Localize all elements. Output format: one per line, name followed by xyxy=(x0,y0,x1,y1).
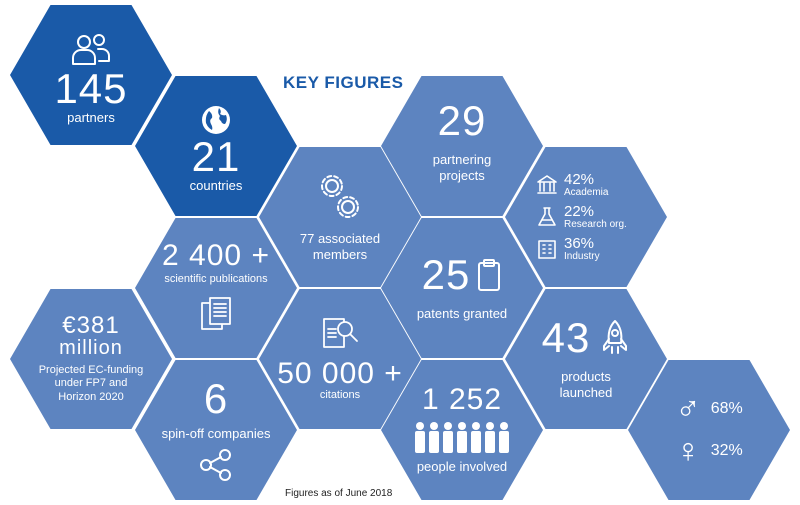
female-pct: 32% xyxy=(710,442,743,459)
male-icon: ♂ xyxy=(675,390,701,428)
footnote: Figures as of June 2018 xyxy=(285,488,393,499)
industry-label: Industry xyxy=(564,251,600,262)
documents-icon xyxy=(201,296,231,330)
partners-value: 145 xyxy=(54,64,128,112)
partners-label: partners xyxy=(67,109,115,125)
spinoff-value: 6 xyxy=(203,374,229,422)
gender-row-male: ♂ 68% xyxy=(675,392,743,426)
citations-value: 50 000 + xyxy=(277,357,403,391)
search-document-icon xyxy=(323,318,358,349)
key-figures-title: KEY FIGURES xyxy=(283,73,404,92)
people-tile: 1 252 people involved xyxy=(381,360,543,500)
countries-label: countries xyxy=(189,177,243,193)
partners-tile: 145 partners xyxy=(10,5,172,145)
funding-label-1: Projected EC-funding xyxy=(38,364,144,377)
clipboard-icon xyxy=(478,258,501,291)
funding-value-unit: million xyxy=(59,337,123,360)
funding-label-2: under FP7 and xyxy=(54,377,128,390)
flask-icon xyxy=(538,207,556,226)
building-icon xyxy=(538,240,556,259)
academia-pct: 42% xyxy=(564,171,595,188)
breakdown-row-academia: 42% Academia xyxy=(536,172,636,198)
products-tile: 43 products launched xyxy=(505,289,667,429)
breakdown-row-research: 22% Research org. xyxy=(536,204,636,230)
funding-value: €381 xyxy=(62,312,120,340)
funding-label-3: Horizon 2020 xyxy=(58,390,124,403)
male-pct: 68% xyxy=(710,400,743,417)
products-label-2: launched xyxy=(559,385,613,400)
products-value: 43 xyxy=(541,313,591,361)
university-icon xyxy=(537,175,557,194)
members-label-2: members xyxy=(312,247,368,262)
gears-icon xyxy=(321,174,359,218)
patents-value: 25 xyxy=(421,250,471,298)
industry-pct: 36% xyxy=(564,235,595,252)
funding-tile: €381 million Projected EC-funding under … xyxy=(10,289,172,429)
citations-tile: 50 000 + citations xyxy=(259,289,421,429)
gender-tile: ♂ 68% ♀ 32% xyxy=(628,360,790,500)
breakdown-row-industry: 36% Industry xyxy=(536,236,636,262)
patents-label: patents granted xyxy=(416,305,508,321)
publications-label: scientific publications xyxy=(164,273,268,286)
products-label-1: products xyxy=(561,368,611,384)
female-icon: ♀ xyxy=(675,432,701,470)
crowd-icon xyxy=(415,421,509,453)
people-icon xyxy=(72,33,110,65)
people-value: 1 252 xyxy=(421,382,503,416)
citations-label: citations xyxy=(319,389,361,402)
rocket-icon xyxy=(603,319,628,354)
spinoff-label: spin-off companies xyxy=(161,425,271,441)
research-label: Research org. xyxy=(564,219,627,230)
publications-value: 2 400 + xyxy=(162,239,270,273)
academia-label: Academia xyxy=(564,187,609,198)
gender-row-female: ♀ 32% xyxy=(675,434,743,468)
countries-value: 21 xyxy=(191,132,241,180)
share-icon xyxy=(200,449,231,482)
spinoff-tile: 6 spin-off companies xyxy=(135,360,297,500)
members-label-1: 77 associated xyxy=(299,230,381,246)
projects-label-1: partnering xyxy=(432,151,492,167)
projects-value: 29 xyxy=(437,96,487,144)
research-pct: 22% xyxy=(564,203,595,220)
projects-label-2: projects xyxy=(439,168,485,183)
people-label: people involved xyxy=(416,458,508,474)
globe-icon xyxy=(202,105,230,134)
